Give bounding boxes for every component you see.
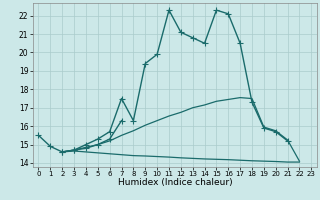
X-axis label: Humidex (Indice chaleur): Humidex (Indice chaleur) — [117, 178, 232, 187]
